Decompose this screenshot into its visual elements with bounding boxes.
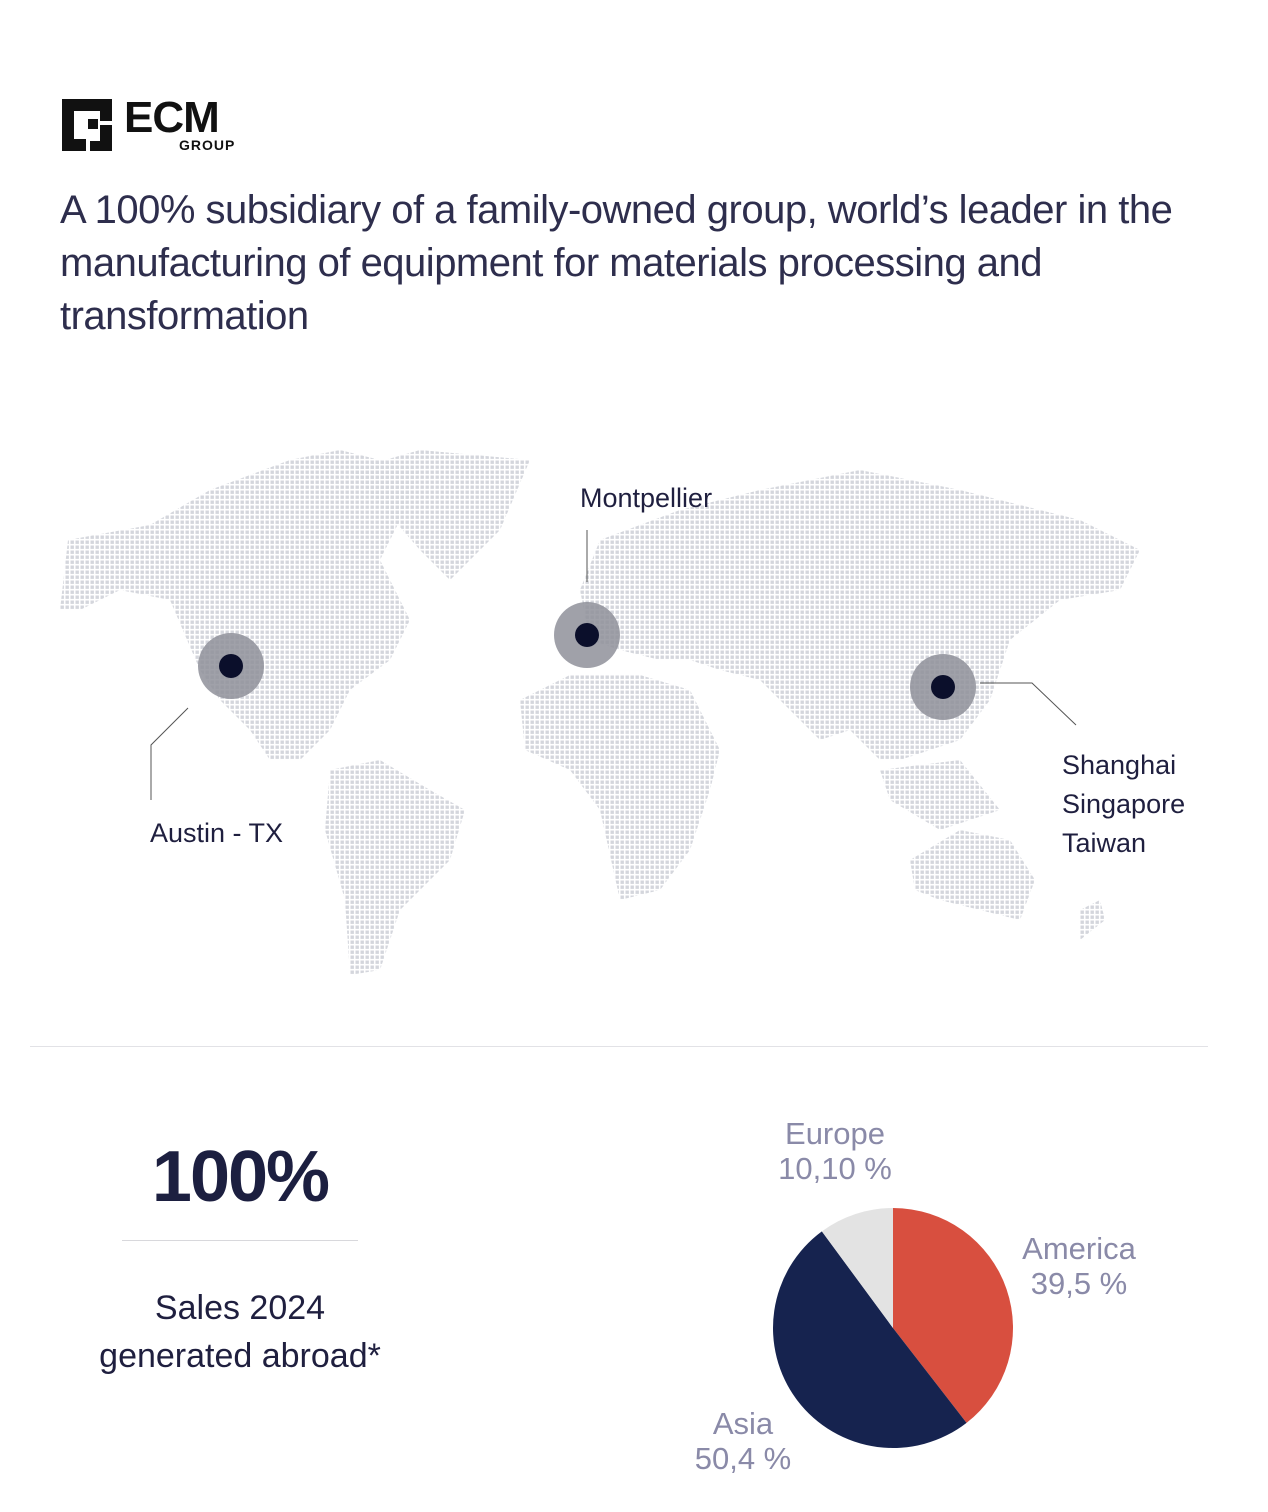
south-america — [325, 760, 465, 975]
stat-caption-line1: Sales 2024 — [154, 1289, 326, 1327]
pie-slice-america — [893, 1208, 1013, 1423]
marker-montpellier[interactable] — [554, 602, 620, 668]
pie-slice-asia — [772, 1231, 967, 1449]
label-asia-sites: Shanghai Singapore Taiwan — [1062, 746, 1185, 863]
logo-text: ECM — [124, 93, 220, 142]
southeast-asia — [880, 760, 1000, 830]
austin-leader-line — [150, 707, 189, 800]
marker-austin[interactable] — [198, 633, 264, 699]
pie-label-asia-value: 50,4 % — [694, 1441, 792, 1476]
pie-label-america: America 39,5 % — [1004, 1231, 1154, 1301]
pie-slice-europe — [821, 1208, 893, 1328]
pie-label-asia: Asia 50,4 % — [668, 1406, 818, 1476]
europe-asia — [580, 470, 1140, 760]
world-map — [60, 450, 1140, 975]
section-divider — [30, 1046, 1208, 1047]
label-montpellier: Montpellier — [580, 483, 713, 513]
stat-value: 100% — [151, 1137, 330, 1217]
africa — [520, 675, 720, 900]
pie-label-asia-name: Asia — [712, 1406, 774, 1441]
sales-pie-chart — [772, 1208, 1013, 1449]
logo-subtext: GROUP — [179, 137, 236, 153]
pie-label-europe-value: 10,10 % — [778, 1151, 892, 1186]
pie-label-europe-name: Europe — [785, 1116, 885, 1151]
label-singapore: Singapore — [1062, 789, 1186, 819]
headline: A 100% subsidiary of a family-owned grou… — [60, 188, 1173, 338]
pie-label-america-value: 39,5 % — [1030, 1266, 1128, 1301]
stat-caption-line2: generated abroad* — [99, 1337, 381, 1375]
logo: ECM GROUP — [62, 93, 242, 154]
label-shanghai: Shanghai — [1062, 750, 1177, 780]
label-taiwan: Taiwan — [1062, 828, 1147, 858]
pie-label-america-name: America — [1022, 1231, 1136, 1266]
stat-divider — [122, 1240, 358, 1241]
logo-mark-icon — [62, 99, 112, 151]
new-zealand — [1080, 900, 1105, 940]
pie-label-europe: Europe 10,10 % — [760, 1116, 910, 1186]
north-america — [60, 450, 420, 760]
label-austin: Austin - TX — [150, 818, 284, 848]
stat-caption: Sales 2024 generated abroad* — [60, 1284, 420, 1380]
australia — [910, 830, 1035, 920]
marker-shanghai[interactable] — [910, 654, 976, 720]
greenland — [350, 450, 530, 580]
shanghai-leader-line — [980, 682, 1077, 726]
